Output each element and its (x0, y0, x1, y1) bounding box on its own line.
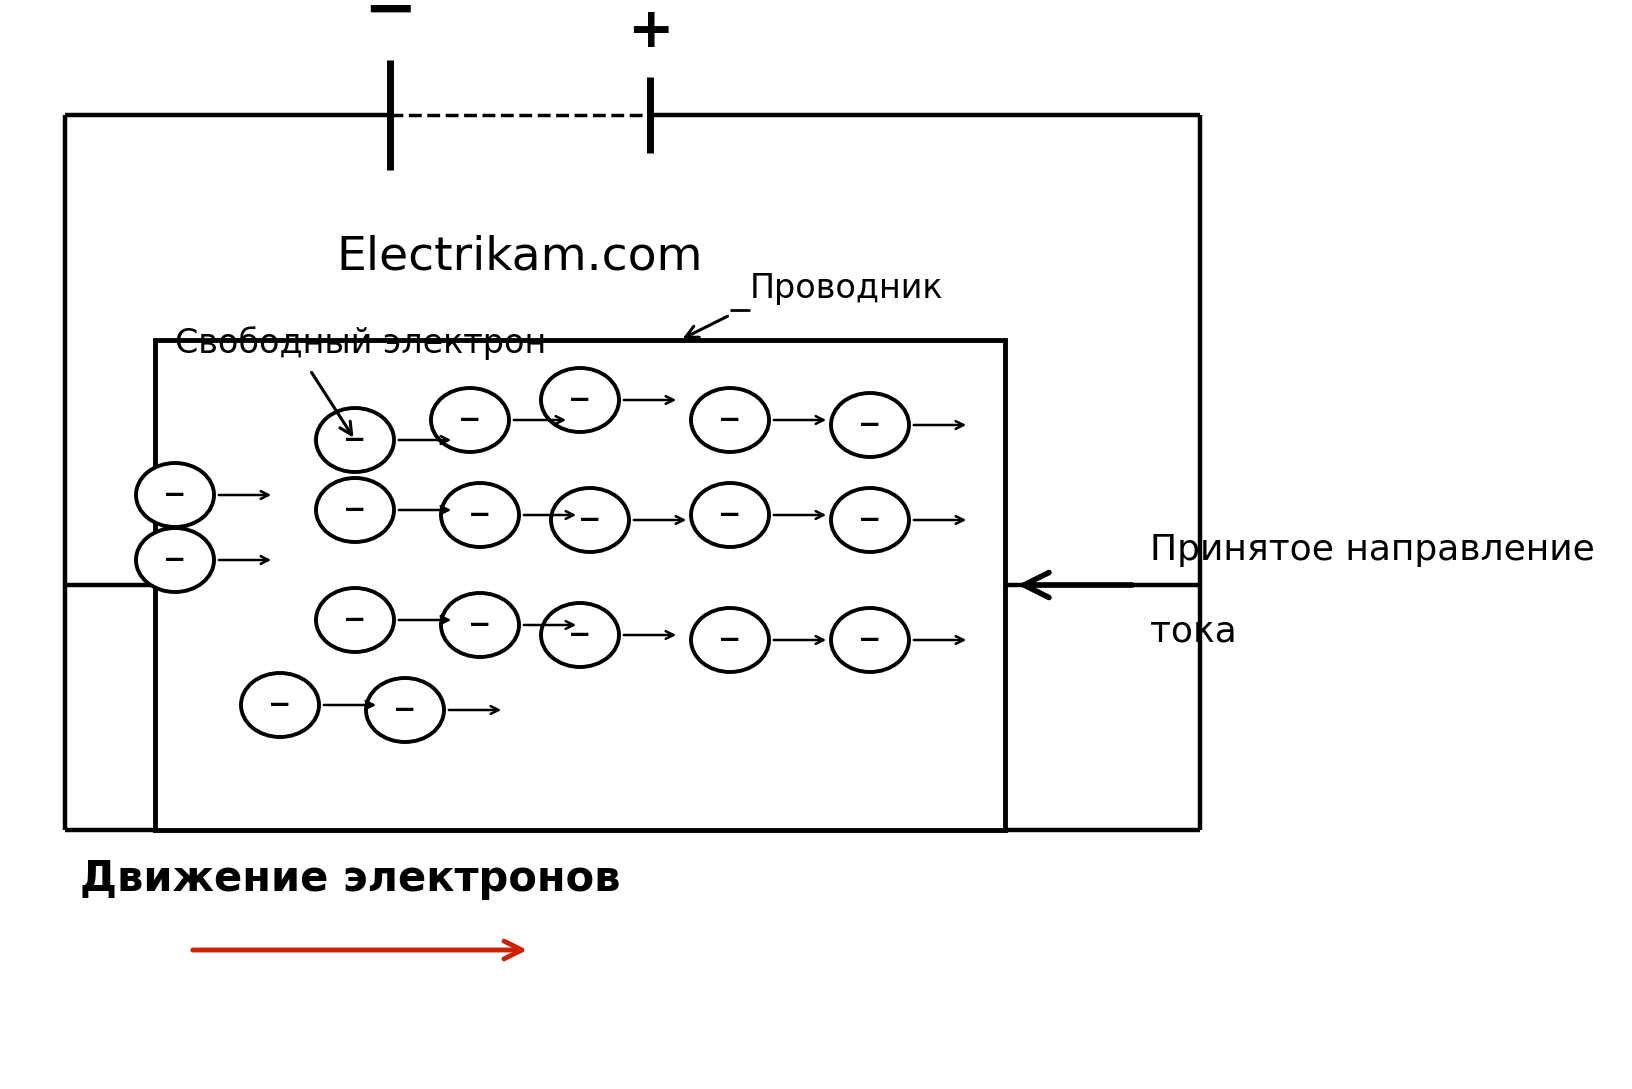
Ellipse shape (242, 673, 318, 737)
Ellipse shape (690, 388, 769, 452)
Bar (155, 340, 1005, 830)
Ellipse shape (135, 528, 214, 592)
Text: −: − (393, 696, 416, 724)
Ellipse shape (431, 388, 509, 452)
Ellipse shape (690, 484, 769, 547)
Text: −: − (343, 495, 367, 524)
Ellipse shape (317, 588, 393, 652)
Text: −: − (718, 501, 741, 529)
Text: −: − (268, 692, 292, 719)
Text: −: − (858, 506, 881, 534)
Ellipse shape (540, 368, 619, 432)
Ellipse shape (135, 463, 214, 527)
Text: −: − (459, 406, 481, 435)
Ellipse shape (690, 608, 769, 672)
Text: −: − (568, 621, 592, 649)
Text: +: + (627, 5, 674, 59)
Text: −: − (858, 411, 881, 439)
Ellipse shape (831, 393, 909, 457)
Ellipse shape (540, 603, 619, 666)
Text: −: − (163, 546, 186, 574)
Text: −: − (364, 0, 416, 42)
Text: Принятое направление: Принятое направление (1151, 533, 1594, 567)
Text: −: − (468, 501, 491, 529)
Text: −: − (343, 605, 367, 634)
Ellipse shape (317, 478, 393, 542)
Ellipse shape (441, 484, 519, 547)
Text: тока: тока (1151, 615, 1237, 649)
Text: −: − (343, 426, 367, 454)
Text: −: − (718, 406, 741, 435)
Ellipse shape (831, 488, 909, 552)
Ellipse shape (831, 608, 909, 672)
Text: Движение электронов: Движение электронов (80, 858, 620, 900)
Ellipse shape (317, 408, 393, 472)
Ellipse shape (552, 488, 628, 552)
Ellipse shape (366, 678, 444, 742)
Text: −: − (718, 626, 741, 654)
Text: −: − (858, 626, 881, 654)
Ellipse shape (441, 594, 519, 657)
Text: −: − (578, 506, 602, 534)
Text: −: − (568, 386, 592, 414)
Text: −: − (468, 611, 491, 639)
Text: Electrikam.com: Electrikam.com (336, 235, 703, 280)
Text: Проводник: Проводник (751, 272, 943, 305)
Text: Свободный электрон: Свободный электрон (175, 326, 547, 360)
Text: −: − (163, 481, 186, 509)
